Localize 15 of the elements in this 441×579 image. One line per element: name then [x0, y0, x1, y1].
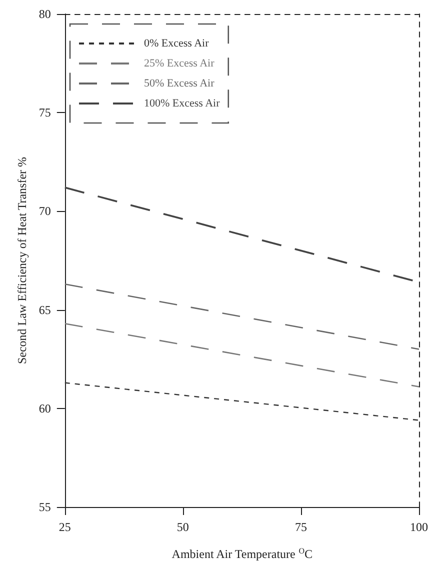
x-tick-label: 50: [176, 520, 189, 534]
y-tick-label: 75: [38, 106, 51, 120]
x-tick-label: 100: [410, 520, 428, 534]
y-axis-title: Second Law Efficiency of Heat Transfer %: [15, 156, 29, 364]
y-tick-label: 65: [38, 302, 51, 317]
x-tick-label: 25: [58, 520, 71, 534]
y-tick-label: 55: [38, 500, 51, 514]
y-tick-label: 80: [38, 7, 51, 21]
x-tick-label: 75: [294, 520, 307, 534]
text: 100% Excess Air: [144, 98, 220, 110]
y-tick-label: 70: [38, 204, 51, 218]
y-tick-label: 60: [38, 401, 51, 416]
text: 25% Excess Air: [144, 58, 215, 70]
text: 50% Excess Air: [144, 78, 215, 90]
text: 0% Excess Air: [144, 38, 210, 50]
